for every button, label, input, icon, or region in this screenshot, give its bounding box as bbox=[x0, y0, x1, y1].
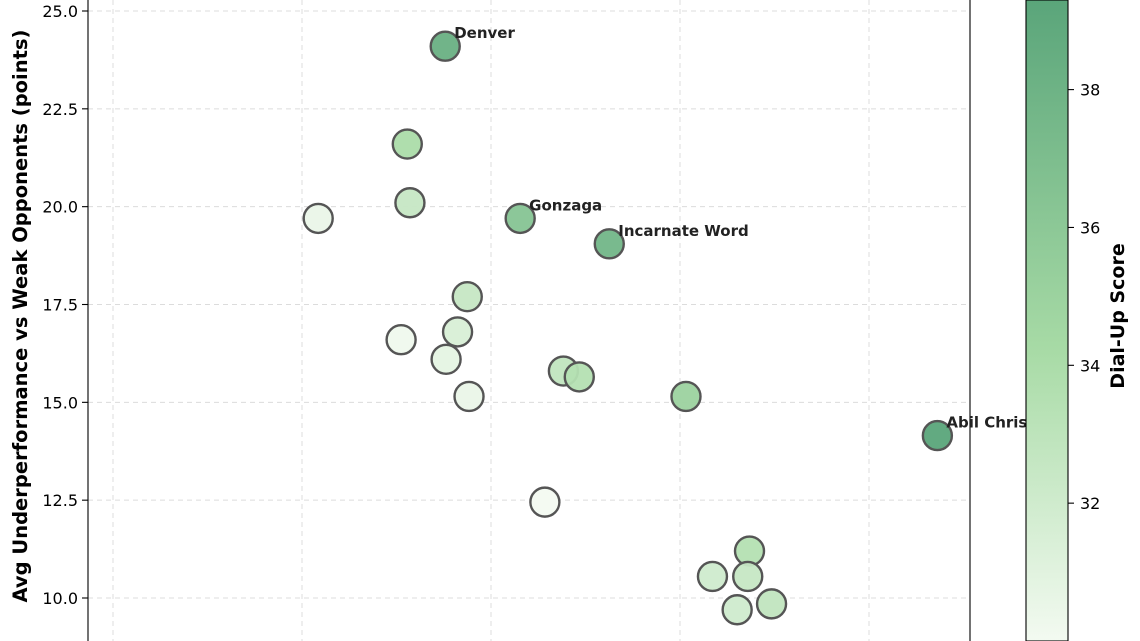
scatter-point bbox=[430, 343, 462, 375]
colorbar-tick-label: 38 bbox=[1080, 81, 1100, 100]
scatter-point bbox=[755, 588, 788, 620]
colorbar-tick-label: 36 bbox=[1080, 218, 1100, 237]
scatter-point bbox=[391, 128, 423, 160]
scatter-point bbox=[563, 361, 595, 393]
colorbar-label: Dial-Up Score bbox=[1107, 243, 1129, 388]
scatter-point bbox=[732, 560, 764, 593]
scatter-point bbox=[453, 380, 485, 413]
scatter-point bbox=[721, 594, 753, 626]
y-axis-ticks: 10.0 12.5 15.0 17.5 20.0 22.5 25.0 bbox=[42, 2, 88, 608]
point-label: Incarnate Word bbox=[618, 222, 749, 240]
colorbar-tick-label: 34 bbox=[1080, 356, 1100, 375]
point-label: Denver bbox=[454, 24, 515, 42]
scatter-point bbox=[302, 202, 334, 235]
y-tick-label: 25.0 bbox=[42, 2, 78, 21]
colorbar bbox=[1025, 0, 1069, 641]
y-axis-label: Avg Underperformance vs Weak Opponents (… bbox=[9, 30, 32, 603]
point-label: Abil Christ bbox=[946, 414, 1034, 432]
y-tick-label: 17.5 bbox=[42, 296, 78, 315]
colorbar-tick-label: 32 bbox=[1080, 494, 1100, 513]
scatter-point bbox=[529, 486, 561, 518]
scatter-point bbox=[921, 419, 954, 452]
scatter-point bbox=[593, 228, 625, 260]
y-tick-label: 20.0 bbox=[42, 198, 78, 217]
scatter-points bbox=[302, 30, 954, 626]
colorbar-ticks: 32 34 36 38 bbox=[1068, 81, 1100, 513]
scatter-point bbox=[696, 560, 729, 593]
y-tick-label: 15.0 bbox=[42, 393, 78, 412]
grid bbox=[88, 0, 970, 641]
scatter-point bbox=[451, 280, 483, 313]
y-tick-label: 12.5 bbox=[42, 491, 78, 510]
y-tick-label: 22.5 bbox=[42, 100, 78, 119]
point-label: Gonzaga bbox=[529, 196, 602, 214]
point-labels: Denver Gonzaga Incarnate Word Abil Christ bbox=[454, 24, 1034, 431]
scatter-point bbox=[394, 187, 426, 219]
scatter-point bbox=[441, 316, 474, 348]
scatter-point bbox=[670, 380, 702, 413]
y-tick-label: 10.0 bbox=[42, 589, 78, 608]
scatter-point bbox=[385, 324, 417, 356]
scatter-point bbox=[429, 30, 461, 62]
scatter-point bbox=[504, 202, 536, 235]
